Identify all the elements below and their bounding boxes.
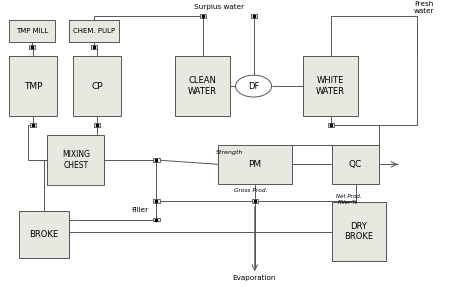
Bar [218, 145, 292, 184]
Bar [332, 202, 386, 261]
Text: Filler: Filler [131, 207, 148, 212]
Bar [69, 20, 118, 42]
Text: Surplus water: Surplus water [194, 4, 245, 10]
Bar [328, 123, 334, 127]
Bar [73, 56, 121, 116]
Text: TMP: TMP [24, 82, 43, 91]
Text: Evaporation: Evaporation [232, 276, 275, 281]
Bar [29, 45, 35, 49]
Bar [251, 14, 257, 18]
Text: Gross Prod.: Gross Prod. [235, 188, 268, 193]
Bar [175, 56, 230, 116]
Text: Fresh
water: Fresh water [414, 1, 435, 14]
Text: QC: QC [349, 160, 362, 169]
Bar [303, 56, 358, 116]
Text: DRY
BROKE: DRY BROKE [345, 222, 374, 241]
Bar [332, 145, 379, 184]
Bar [153, 158, 159, 162]
Text: DF: DF [248, 82, 259, 91]
Bar [47, 135, 104, 185]
Text: Net Prod.
Filler-%: Net Prod. Filler-% [336, 194, 361, 205]
Bar [19, 211, 69, 258]
Text: MIXING
CHEST: MIXING CHEST [62, 150, 90, 170]
Bar [252, 199, 258, 203]
Circle shape [236, 75, 272, 97]
Bar [9, 20, 55, 42]
Text: TMP MILL: TMP MILL [16, 28, 48, 34]
Text: CHEM. PULP: CHEM. PULP [73, 28, 115, 34]
Bar [30, 123, 36, 127]
Bar [9, 56, 57, 116]
Text: Strength: Strength [216, 150, 243, 155]
Text: CLEAN
WATER: CLEAN WATER [188, 76, 217, 96]
Bar [91, 45, 97, 49]
Bar [153, 199, 159, 203]
Bar [153, 218, 159, 222]
Text: CP: CP [91, 82, 103, 91]
Bar [94, 123, 100, 127]
Text: WHITE
WATER: WHITE WATER [316, 76, 345, 96]
Bar [200, 14, 206, 18]
Text: BROKE: BROKE [29, 230, 58, 239]
Text: PM: PM [248, 160, 261, 169]
